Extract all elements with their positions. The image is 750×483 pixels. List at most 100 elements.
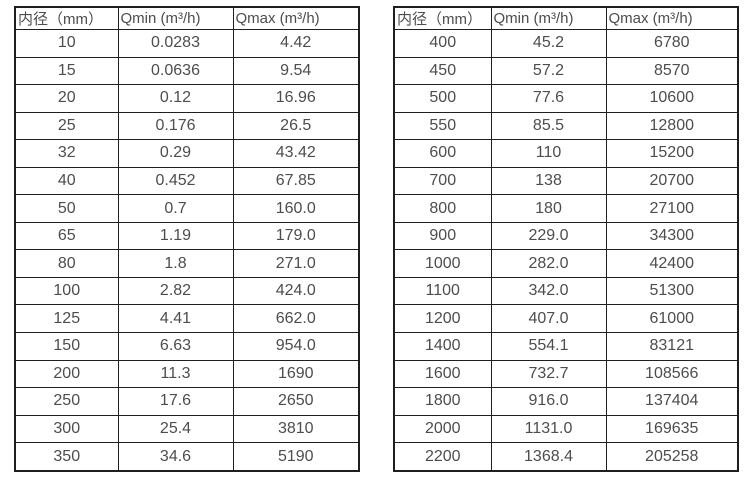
table-cell: 20 <box>14 84 119 113</box>
table-cell: 2650 <box>232 387 360 416</box>
table-row: 700 138 20700 <box>393 166 739 196</box>
table-cell: 0.0636 <box>117 56 234 86</box>
table-row: 1000 282.0 42400 <box>393 249 739 278</box>
column-header: Qmin (m³/h) <box>490 6 607 30</box>
table-cell: 11.3 <box>117 359 234 389</box>
table-cell: 83121 <box>605 332 739 361</box>
header-row: 内径（mm） Qmin (m³/h) Qmax (m³/h) <box>393 6 739 30</box>
table-row: 600 110 15200 <box>393 139 739 168</box>
table-cell: 0.176 <box>117 111 234 141</box>
table-cell: 271.0 <box>232 249 360 278</box>
table-cell: 424.0 <box>232 276 360 306</box>
table-row: 20 0.12 16.96 <box>14 84 360 113</box>
table-row: 100 2.82 424.0 <box>14 276 360 306</box>
table-cell: 407.0 <box>490 304 607 334</box>
column-header: Qmin (m³/h) <box>117 6 234 30</box>
table-cell: 15 <box>14 56 119 86</box>
table-cell: 282.0 <box>490 249 607 278</box>
table-row: 1400 554.1 83121 <box>393 332 739 361</box>
table-cell: 4.41 <box>117 304 234 334</box>
table-cell: 400 <box>393 29 492 58</box>
table-cell: 34300 <box>605 221 739 251</box>
table-cell: 954.0 <box>232 332 360 361</box>
column-header: Qmax (m³/h) <box>605 6 739 30</box>
table-cell: 0.7 <box>117 194 234 223</box>
table-cell: 916.0 <box>490 387 607 416</box>
table-row: 65 1.19 179.0 <box>14 221 360 251</box>
table-cell: 27100 <box>605 194 739 223</box>
table-row: 300 25.4 3810 <box>14 414 360 444</box>
table-cell: 1400 <box>393 332 492 361</box>
table-cell: 160.0 <box>232 194 360 223</box>
table-cell: 450 <box>393 56 492 86</box>
table-cell: 1131.0 <box>490 414 607 444</box>
table-row: 1200 407.0 61000 <box>393 304 739 334</box>
table-cell: 34.6 <box>117 442 234 472</box>
table-cell: 67.85 <box>232 166 360 196</box>
table-cell: 12800 <box>605 111 739 141</box>
table-row: 32 0.29 43.42 <box>14 139 360 168</box>
table-cell: 2.82 <box>117 276 234 306</box>
table-cell: 50 <box>14 194 119 223</box>
table-row: 125 4.41 662.0 <box>14 304 360 334</box>
table-cell: 0.0283 <box>117 29 234 58</box>
table-cell: 51300 <box>605 276 739 306</box>
table-cell: 80 <box>14 249 119 278</box>
table-row: 900 229.0 34300 <box>393 221 739 251</box>
header-row: 内径（mm） Qmin (m³/h) Qmax (m³/h) <box>14 6 360 30</box>
table-cell: 20700 <box>605 166 739 196</box>
table-cell: 65 <box>14 221 119 251</box>
table-cell: 137404 <box>605 387 739 416</box>
table-cell: 32 <box>14 139 119 168</box>
table-cell: 2200 <box>393 442 492 472</box>
table-cell: 600 <box>393 139 492 168</box>
table-row: 15 0.0636 9.54 <box>14 56 360 86</box>
table-cell: 342.0 <box>490 276 607 306</box>
table-cell: 25 <box>14 111 119 141</box>
column-header: Qmax (m³/h) <box>232 6 360 30</box>
table-cell: 554.1 <box>490 332 607 361</box>
table-row: 1100 342.0 51300 <box>393 276 739 306</box>
table-row: 50 0.7 160.0 <box>14 194 360 223</box>
table-cell: 16.96 <box>232 84 360 113</box>
table-cell: 300 <box>14 414 119 444</box>
table-cell: 900 <box>393 221 492 251</box>
table-cell: 1800 <box>393 387 492 416</box>
table-cell: 0.29 <box>117 139 234 168</box>
table-cell: 1690 <box>232 359 360 389</box>
column-header: 内径（mm） <box>14 6 119 30</box>
table-row: 800 180 27100 <box>393 194 739 223</box>
table-cell: 61000 <box>605 304 739 334</box>
table-row: 150 6.63 954.0 <box>14 332 360 361</box>
table-row: 80 1.8 271.0 <box>14 249 360 278</box>
table-cell: 2000 <box>393 414 492 444</box>
table-cell: 200 <box>14 359 119 389</box>
table-cell: 8570 <box>605 56 739 86</box>
table-cell: 1200 <box>393 304 492 334</box>
table-cell: 125 <box>14 304 119 334</box>
table-cell: 85.5 <box>490 111 607 141</box>
table-cell: 110 <box>490 139 607 168</box>
table-cell: 180 <box>490 194 607 223</box>
table-cell: 10600 <box>605 84 739 113</box>
table-row: 25 0.176 26.5 <box>14 111 360 141</box>
table-cell: 700 <box>393 166 492 196</box>
table-cell: 6.63 <box>117 332 234 361</box>
flow-table-large-diameters: 内径（mm） Qmin (m³/h) Qmax (m³/h) 400 45.2 6780 4… <box>393 6 739 472</box>
table-cell: 350 <box>14 442 119 472</box>
table-cell: 1.8 <box>117 249 234 278</box>
table-cell: 4.42 <box>232 29 360 58</box>
table-cell: 43.42 <box>232 139 360 168</box>
table-cell: 5190 <box>232 442 360 472</box>
table-row: 2200 1368.4 205258 <box>393 442 739 472</box>
table-cell: 0.452 <box>117 166 234 196</box>
table-cell: 77.6 <box>490 84 607 113</box>
table-cell: 26.5 <box>232 111 360 141</box>
table-cell: 15200 <box>605 139 739 168</box>
table-cell: 250 <box>14 387 119 416</box>
table-cell: 229.0 <box>490 221 607 251</box>
table-cell: 42400 <box>605 249 739 278</box>
table-cell: 0.12 <box>117 84 234 113</box>
table-cell: 169635 <box>605 414 739 444</box>
